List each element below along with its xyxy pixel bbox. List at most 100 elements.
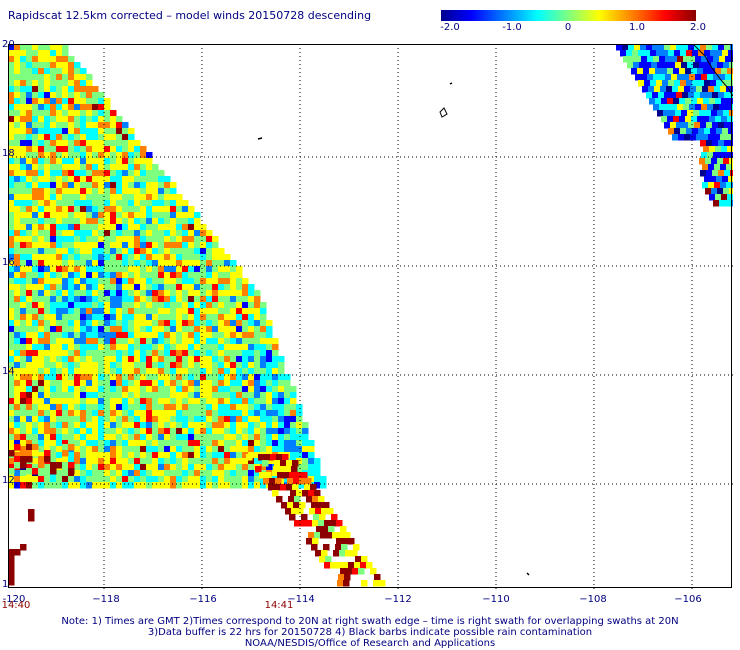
swath-cell [200, 278, 207, 285]
swath-cell [32, 152, 39, 159]
swath-cell [38, 326, 45, 333]
swath-cell [92, 440, 99, 447]
swath-cell [122, 242, 129, 249]
swath-cell [200, 356, 207, 363]
swath-cell [152, 416, 159, 423]
swath-cell [258, 454, 265, 461]
swath-cell [176, 446, 183, 453]
swath-cell [98, 422, 105, 429]
swath-cell [675, 110, 682, 117]
swath-cell [140, 248, 147, 255]
swath-cell [122, 134, 129, 141]
swath-cell [236, 338, 243, 345]
swath-cell [725, 104, 732, 111]
swath-cell [44, 212, 51, 219]
swath-cell [32, 278, 39, 285]
swath-cell [110, 248, 117, 255]
swath-cell [200, 350, 207, 357]
swath-cell [284, 374, 291, 381]
swath-cell [230, 296, 237, 303]
swath-cell [32, 146, 39, 153]
swath-cell [50, 446, 57, 453]
swath-cell [188, 380, 195, 387]
swath-cell [20, 110, 27, 117]
swath-cell [122, 206, 129, 213]
swath-cell [80, 80, 87, 87]
swath-cell [308, 440, 315, 447]
swath-cell [92, 140, 99, 147]
swath-cell [80, 212, 87, 219]
swath-cell [242, 332, 249, 339]
swath-cell [104, 482, 111, 489]
swath-cell [128, 218, 135, 225]
swath-cell [44, 92, 51, 99]
swath-cell [260, 428, 267, 435]
swath-cell [56, 314, 63, 321]
swath-cell [164, 272, 171, 279]
swath-cell [182, 206, 189, 213]
swath-cell [110, 314, 117, 321]
note-line-1: Note: 1) Times are GMT 2)Times correspon… [61, 616, 679, 627]
swath-cell [152, 296, 159, 303]
swath-cell [26, 62, 33, 69]
swath-cell [170, 182, 177, 189]
island-outline [257, 137, 263, 140]
swath-cell [50, 398, 57, 405]
swath-cell [140, 350, 147, 357]
swath-cell [194, 404, 201, 411]
swath-cell [134, 284, 141, 291]
swath-cell [38, 380, 45, 387]
swath-cell [705, 62, 712, 69]
swath-cell [152, 164, 159, 171]
swath-cell [68, 326, 75, 333]
swath-cell [98, 374, 105, 381]
swath-cell [68, 254, 75, 261]
swath-cell [140, 200, 147, 207]
swath-cell [32, 206, 39, 213]
swath-cell [104, 296, 111, 303]
swath-cell [188, 350, 195, 357]
swath-cell [26, 296, 33, 303]
swath-cell [62, 68, 69, 75]
swath-cell [242, 386, 249, 393]
swath-cell [20, 230, 27, 237]
swath-cell [200, 344, 207, 351]
swath-cell [182, 386, 189, 393]
swath-cell [122, 386, 129, 393]
swath-cell [260, 368, 267, 375]
swath-cell [176, 332, 183, 339]
swath-cell [679, 116, 686, 123]
swath-cell [74, 176, 81, 183]
swath-cell [98, 338, 105, 345]
swath-cell [146, 350, 153, 357]
swath-cell [74, 152, 81, 159]
swath-cell [38, 206, 45, 213]
swath-cell [128, 338, 135, 345]
swath-cell [116, 404, 123, 411]
swath-cell [14, 482, 21, 489]
swath-cell [242, 314, 249, 321]
swath-cell [338, 574, 345, 581]
swath-cell [56, 356, 63, 363]
swath-cell [116, 338, 123, 345]
swath-cell [104, 224, 111, 231]
swath-cell [224, 296, 231, 303]
swath-cell [74, 128, 81, 135]
swath-cell [44, 50, 51, 57]
swath-cell [158, 218, 165, 225]
swath-cell [248, 374, 255, 381]
swath-cell [92, 476, 99, 483]
swath-cell [128, 470, 135, 477]
swath-cell [38, 242, 45, 249]
swath-cell [278, 356, 285, 363]
swath-cell [26, 456, 33, 463]
swath-cell [68, 56, 75, 63]
swath-cell [92, 164, 99, 171]
swath-cell [266, 398, 273, 405]
swath-cell [134, 248, 141, 255]
swath-cell [68, 266, 75, 273]
swath-cell [122, 344, 129, 351]
swath-cell [8, 428, 15, 435]
swath-cell [248, 440, 255, 447]
swath-cell [32, 410, 39, 417]
